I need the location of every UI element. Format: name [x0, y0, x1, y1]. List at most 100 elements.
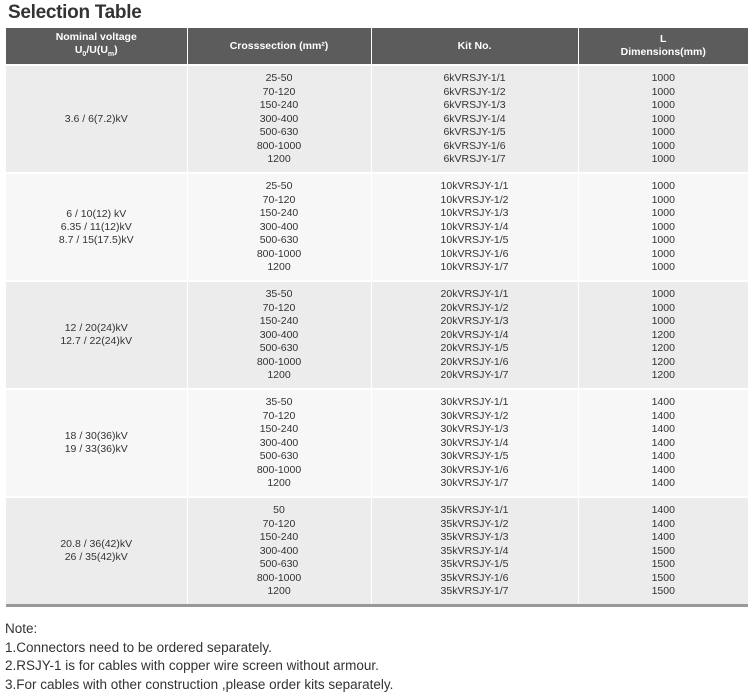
- dimension: 1200: [651, 369, 675, 381]
- header-crosssection: Crosssection (mm²): [187, 28, 372, 65]
- nominal-voltage: 26 / 35(42)kV: [64, 551, 128, 563]
- crosssection: 1200: [267, 585, 291, 597]
- dimension: 1000: [651, 126, 675, 138]
- crosssection: 150-240: [259, 531, 299, 543]
- dimension: 1500: [651, 571, 675, 584]
- dimension: 1400: [651, 450, 675, 462]
- dimension-cell: 1000 1000 1000 1000 1000 1000 1000: [578, 64, 748, 173]
- crosssection: 150-240: [259, 315, 299, 327]
- header-kit-no: Kit No.: [371, 28, 579, 65]
- crosssection: 800-1000: [256, 355, 302, 368]
- header-nominal-voltage: Nominal voltage U0/U(Um): [6, 28, 188, 65]
- nominal-voltage-cell: 6 / 10(12) kV 6.35 / 11(12)kV 8.7 / 15(17.…: [6, 172, 188, 281]
- kit-no: 6kVRSJY-1/5: [443, 126, 506, 138]
- dimension: 1400: [651, 423, 675, 435]
- dimension: 1000: [651, 207, 675, 219]
- nominal-voltage-cell: 20.8 / 36(42)kV 26 / 35(42)kV: [6, 496, 188, 607]
- table-header: Nominal voltage U0/U(Um) Crosssection (m…: [6, 28, 748, 65]
- kit-no: 30kVRSJY-1/7: [440, 477, 509, 489]
- table-row-group: 3.6 / 6(7.2)kV 25-50 70-120 150-240 300-400 5…: [6, 64, 748, 173]
- dimension-cell: 1400 1400 1400 1500 1500 1500 1500: [578, 496, 748, 607]
- crosssection-cell: 35-50 70-120 150-240 300-400 500-630 800-1000…: [187, 388, 372, 497]
- nominal-voltage: 6.35 / 11(12)kV: [60, 220, 132, 233]
- dimension: 1000: [651, 220, 675, 233]
- kit-no-cell: 35kVRSJY-1/1 35kVRSJY-1/2 35kVRSJY-1/3 35kV…: [371, 496, 579, 607]
- crosssection: 1200: [267, 369, 291, 381]
- kit-no: 20kVRSJY-1/4: [440, 328, 509, 341]
- kit-no: 10kVRSJY-1/3: [440, 207, 509, 219]
- dimension: 1000: [651, 99, 675, 111]
- dimension-cell: 1400 1400 1400 1400 1400 1400 1400: [578, 388, 748, 497]
- crosssection: 300-400: [259, 328, 299, 341]
- kit-no: 20kVRSJY-1/7: [440, 369, 509, 381]
- header-voltage-formula: U0/U(Um): [74, 43, 118, 59]
- kit-no: 10kVRSJY-1/2: [440, 193, 509, 206]
- table-row-group: 18 / 30(36)kV 19 / 33(36)kV 35-50 70-120 150…: [6, 388, 748, 497]
- header-dimensions: L Dimensions(mm): [578, 28, 748, 65]
- crosssection: 25-50: [265, 72, 293, 84]
- nominal-voltage: 3.6 / 6(7.2)kV: [64, 112, 128, 125]
- kit-no: 6kVRSJY-1/6: [443, 139, 506, 152]
- kit-no: 20kVRSJY-1/2: [440, 301, 509, 314]
- crosssection: 35-50: [265, 396, 293, 408]
- crosssection: 70-120: [262, 517, 296, 530]
- nominal-voltage-cell: 18 / 30(36)kV 19 / 33(36)kV: [6, 388, 188, 497]
- nominal-voltage: 12.7 / 22(24)kV: [60, 335, 133, 347]
- kit-no-cell: 6kVRSJY-1/1 6kVRSJY-1/2 6kVRSJY-1/3 6kVRSJY…: [371, 64, 579, 173]
- kit-no: 6kVRSJY-1/1: [443, 72, 506, 84]
- dimension: 1000: [651, 193, 675, 206]
- kit-no: 6kVRSJY-1/7: [443, 153, 506, 165]
- kit-no: 35kVRSJY-1/4: [440, 544, 509, 557]
- kit-no: 35kVRSJY-1/3: [440, 531, 509, 543]
- kit-no: 6kVRSJY-1/3: [443, 99, 506, 111]
- header-voltage-label: Nominal voltage: [55, 30, 137, 43]
- dimension: 1000: [651, 180, 675, 192]
- kit-no: 35kVRSJY-1/6: [440, 571, 509, 584]
- crosssection: 35-50: [265, 288, 293, 300]
- dimension: 1500: [651, 558, 675, 570]
- kit-no: 35kVRSJY-1/2: [440, 517, 509, 530]
- kit-no: 20kVRSJY-1/5: [440, 342, 509, 354]
- kit-no-cell: 30kVRSJY-1/1 30kVRSJY-1/2 30kVRSJY-1/3 30kV…: [371, 388, 579, 497]
- kit-no: 10kVRSJY-1/1: [440, 180, 509, 192]
- nominal-voltage: 12 / 20(24)kV: [64, 322, 128, 334]
- nominal-voltage: 19 / 33(36)kV: [64, 443, 128, 455]
- dimension-cell: 1000 1000 1000 1200 1200 1200 1200: [578, 280, 748, 389]
- dimension: 1000: [651, 112, 675, 125]
- note-item: 1.Connectors need to be ordered separate…: [5, 639, 272, 655]
- header-l: L: [660, 33, 667, 45]
- crosssection: 800-1000: [256, 571, 302, 584]
- crosssection: 500-630: [259, 234, 299, 246]
- dimension: 1000: [651, 247, 675, 260]
- dimension: 1000: [651, 153, 675, 165]
- dimension-cell: 1000 1000 1000 1000 1000 1000 1000: [578, 172, 748, 281]
- crosssection: 800-1000: [256, 139, 302, 152]
- table-row-group: 12 / 20(24)kV 12.7 / 22(24)kV 35-50 70-120 1…: [6, 280, 748, 389]
- dimension: 1000: [651, 234, 675, 246]
- kit-no: 30kVRSJY-1/2: [440, 409, 509, 422]
- crosssection: 50: [273, 504, 285, 516]
- crosssection: 800-1000: [256, 247, 302, 260]
- crosssection: 70-120: [262, 193, 296, 206]
- dimension: 1400: [651, 531, 675, 543]
- kit-no: 30kVRSJY-1/3: [440, 423, 509, 435]
- crosssection-cell: 25-50 70-120 150-240 300-400 500-630 800-1000…: [187, 172, 372, 281]
- dimension: 1400: [651, 477, 675, 489]
- crosssection: 70-120: [262, 85, 296, 98]
- notes: Note: 1.Connectors need to be ordered se…: [5, 620, 393, 694]
- dimension: 1200: [651, 355, 675, 368]
- header-dim-label: Dimensions(mm): [620, 46, 706, 58]
- kit-no: 6kVRSJY-1/2: [443, 85, 506, 98]
- dimension: 1000: [651, 72, 675, 84]
- crosssection: 150-240: [259, 207, 299, 219]
- kit-no-cell: 10kVRSJY-1/1 10kVRSJY-1/2 10kVRSJY-1/3 10kV…: [371, 172, 579, 281]
- crosssection: 150-240: [259, 423, 299, 435]
- crosssection: 300-400: [259, 220, 299, 233]
- table-row-group: 20.8 / 36(42)kV 26 / 35(42)kV 50 70-120 150-…: [6, 496, 748, 607]
- kit-no: 10kVRSJY-1/4: [440, 220, 509, 233]
- dimension: 1000: [651, 139, 675, 152]
- crosssection: 500-630: [259, 342, 299, 354]
- crosssection: 70-120: [262, 409, 296, 422]
- kit-no: 35kVRSJY-1/1: [440, 504, 509, 516]
- dimension: 1400: [651, 396, 675, 408]
